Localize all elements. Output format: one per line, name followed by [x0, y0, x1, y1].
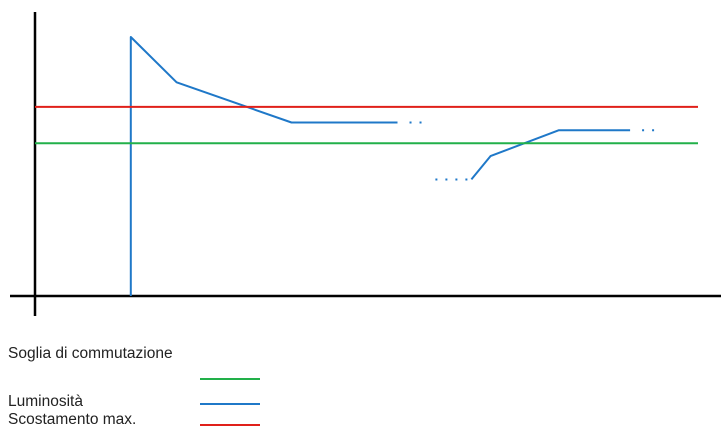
- series-line-0-segment-1: [470, 129, 631, 181]
- legend-label-luminosita: Luminosità: [8, 393, 83, 410]
- legend-swatch-soglia: [200, 378, 260, 380]
- chart: [10, 12, 721, 316]
- series-line-0-segment-0: [129, 36, 398, 296]
- legend-swatch-scostamento: [200, 424, 260, 426]
- legend-label-soglia: Soglia di commutazione: [8, 345, 173, 362]
- legend-label-scostamento: Scostamento max.: [8, 411, 137, 428]
- legend-swatch-luminosita: [200, 403, 260, 405]
